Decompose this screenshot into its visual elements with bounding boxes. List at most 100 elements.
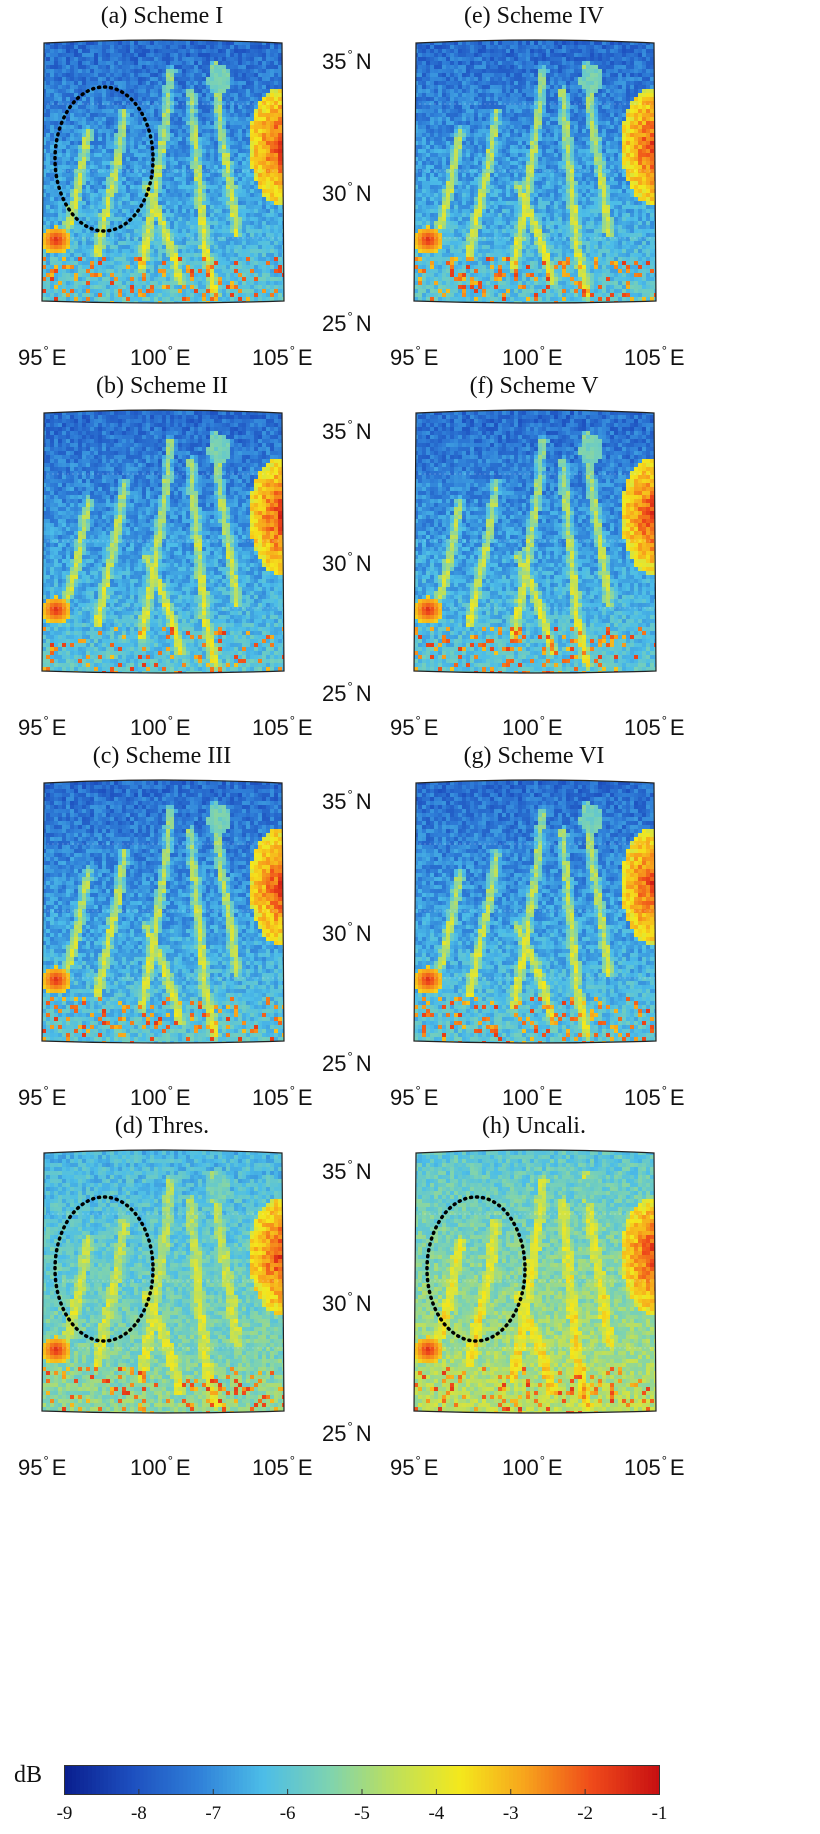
colorbar-segment xyxy=(79,1765,85,1795)
lat-label-30-row1: 30° N xyxy=(322,549,372,577)
colorbar-segment xyxy=(588,1765,594,1795)
colorbar-segment xyxy=(298,1765,303,1795)
heatmap-cells xyxy=(414,40,656,303)
colorbar-segment xyxy=(258,1765,264,1795)
colorbar-segment xyxy=(67,1765,73,1795)
colorbar-segment xyxy=(286,1765,292,1795)
colorbar-segment xyxy=(449,1765,454,1795)
heatmap-cells xyxy=(42,780,284,1043)
colorbar-segment xyxy=(183,1765,188,1795)
colorbar-segment xyxy=(191,1765,196,1795)
colorbar-segment xyxy=(350,1765,355,1795)
colorbar-segment xyxy=(445,1765,451,1795)
lon-label-95-r0c1: 95° E xyxy=(390,343,438,371)
lon-label-100-r1c0: 100° E xyxy=(130,713,191,741)
map-border xyxy=(41,779,285,1044)
map-border xyxy=(41,1149,285,1414)
panel-title-g: (g) Scheme VI xyxy=(364,743,704,770)
lon-label-95-r2c1: 95° E xyxy=(390,1083,438,1111)
map-panel-e xyxy=(413,39,657,304)
colorbar-segment xyxy=(596,1765,601,1795)
colorbar-segment xyxy=(274,1765,280,1795)
colorbar-segment xyxy=(75,1765,81,1795)
lon-label-100-r3c1: 100° E xyxy=(502,1453,563,1481)
colorbar-tick-label: -1 xyxy=(640,1803,680,1825)
colorbar-segment xyxy=(524,1765,530,1795)
colorbar-segment xyxy=(83,1765,89,1795)
colorbar-segment xyxy=(163,1765,168,1795)
colorbar-segment xyxy=(536,1765,542,1795)
colorbar-segment xyxy=(477,1765,482,1795)
colorbar-segment xyxy=(401,1765,407,1795)
colorbar-segment xyxy=(640,1765,645,1795)
colorbar-segment xyxy=(64,1765,69,1795)
colorbar-segment xyxy=(365,1765,371,1795)
lat-label-25-row3: 25° N xyxy=(322,1419,372,1447)
colorbar xyxy=(64,1765,660,1795)
colorbar-segment xyxy=(520,1765,526,1795)
colorbar-segment xyxy=(473,1765,478,1795)
colorbar-segment xyxy=(652,1765,657,1795)
map-border xyxy=(413,39,657,304)
colorbar-segment xyxy=(516,1765,522,1795)
colorbar-segment xyxy=(433,1765,439,1795)
colorbar-segment xyxy=(262,1765,268,1795)
colorbar-segment xyxy=(560,1765,566,1795)
colorbar-segment xyxy=(552,1765,558,1795)
highlight-ellipse xyxy=(425,1195,527,1343)
lat-label-35-row1: 35° N xyxy=(322,417,372,445)
lon-label-105-r0c1: 105° E xyxy=(624,343,685,371)
colorbar-segment xyxy=(385,1765,391,1795)
colorbar-tick-label: -2 xyxy=(565,1803,605,1825)
colorbar-segment xyxy=(358,1765,363,1795)
lon-label-105-r1c1: 105° E xyxy=(624,713,685,741)
colorbar-segment xyxy=(294,1765,300,1795)
colorbar-segment xyxy=(282,1765,288,1795)
colorbar-segment xyxy=(123,1765,129,1795)
panel-title-d: (d) Thres. xyxy=(0,1113,332,1140)
colorbar-segment xyxy=(270,1765,276,1795)
lat-label-25-row2: 25° N xyxy=(322,1049,372,1077)
colorbar-segment xyxy=(636,1765,641,1795)
colorbar-segment xyxy=(107,1765,113,1795)
colorbar-segment xyxy=(656,1765,660,1795)
colorbar-segment xyxy=(469,1765,474,1795)
map-border xyxy=(41,409,285,674)
colorbar-segment xyxy=(151,1765,156,1795)
map-panel-h xyxy=(413,1149,657,1414)
colorbar-segment xyxy=(179,1765,184,1795)
colorbar-segment xyxy=(505,1765,510,1795)
lat-label-35-row0: 35° N xyxy=(322,47,372,75)
map-panel-f xyxy=(413,409,657,674)
panel-title-a: (a) Scheme I xyxy=(0,3,332,30)
lon-label-95-r0c0: 95° E xyxy=(18,343,66,371)
highlight-ellipse xyxy=(53,1195,155,1343)
colorbar-segment xyxy=(381,1765,387,1795)
colorbar-segment xyxy=(111,1765,117,1795)
colorbar-segment xyxy=(457,1765,462,1795)
colorbar-segment xyxy=(441,1765,447,1795)
colorbar-segment xyxy=(493,1765,498,1795)
colorbar-segment xyxy=(87,1765,93,1795)
colorbar-segment xyxy=(135,1765,141,1795)
lon-label-95-r3c0: 95° E xyxy=(18,1453,66,1481)
heatmap-cells xyxy=(414,410,656,673)
colorbar-segment xyxy=(354,1765,359,1795)
colorbar-segment xyxy=(421,1765,427,1795)
colorbar-segment xyxy=(362,1765,367,1795)
colorbar-segment xyxy=(624,1765,629,1795)
colorbar-segment xyxy=(413,1765,419,1795)
colorbar-segment xyxy=(310,1765,315,1795)
lat-label-35-row3: 35° N xyxy=(322,1157,372,1185)
lat-label-35-row2: 35° N xyxy=(322,787,372,815)
colorbar-segment xyxy=(612,1765,617,1795)
map-border xyxy=(413,779,657,1044)
colorbar-segment xyxy=(171,1765,176,1795)
colorbar-segment xyxy=(250,1765,256,1795)
colorbar-segment xyxy=(119,1765,125,1795)
colorbar-segment xyxy=(318,1765,323,1795)
colorbar-segment xyxy=(115,1765,121,1795)
lon-label-95-r1c0: 95° E xyxy=(18,713,66,741)
highlight-ellipse xyxy=(53,85,155,233)
colorbar-segment xyxy=(218,1765,224,1795)
